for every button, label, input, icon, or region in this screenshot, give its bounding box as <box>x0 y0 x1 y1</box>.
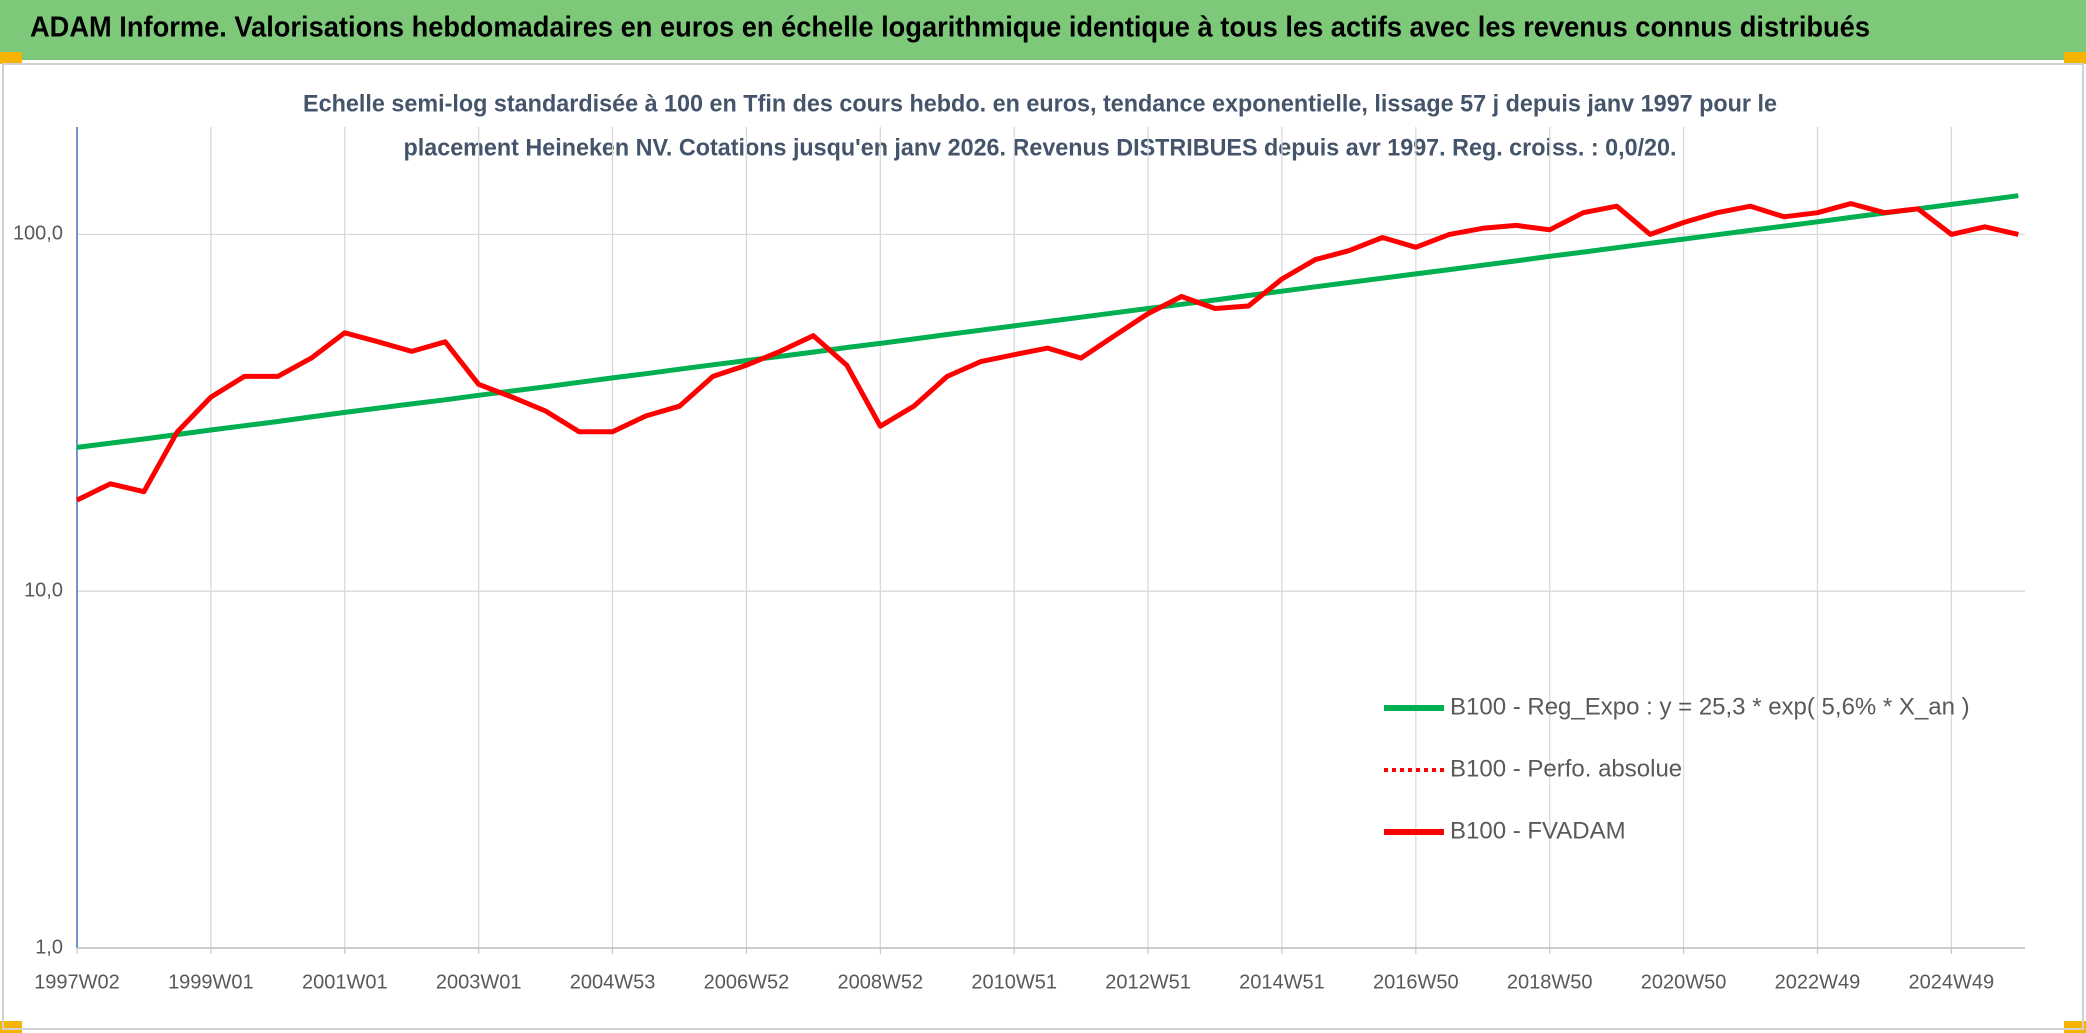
x-tick-label: 2004W53 <box>570 971 656 993</box>
x-tick-label: 2006W52 <box>704 971 790 993</box>
y-tick-label: 100,0 <box>13 223 63 245</box>
x-tick-label: 2012W51 <box>1105 971 1191 993</box>
x-tick-label: 1999W01 <box>168 971 254 993</box>
plot-frame <box>2 63 2084 1030</box>
chart-title: ADAM Informe. Valorisations hebdomadaire… <box>30 12 1870 44</box>
x-tick-label: 2020W50 <box>1641 971 1727 993</box>
x-tick-label: 2022W49 <box>1775 971 1861 993</box>
y-tick-label: 1,0 <box>35 936 63 958</box>
series-line <box>75 201 2019 503</box>
series-line <box>76 193 2019 450</box>
x-tick-label: 2003W01 <box>436 971 522 993</box>
subtitle: Echelle semi-log standardisée à 100 en T… <box>303 90 1777 117</box>
x-tick-label: 2010W51 <box>971 971 1057 993</box>
x-tick-label: 2001W01 <box>302 971 388 993</box>
x-tick-label: 2008W52 <box>837 971 923 993</box>
x-tick-label: 2018W50 <box>1507 971 1593 993</box>
subtitle: placement Heineken NV. Cotations jusqu'e… <box>404 134 1677 161</box>
x-tick-label: 2016W50 <box>1373 971 1459 993</box>
legend-label: B100 - Perfo. absolue <box>1450 755 1682 782</box>
y-tick-label: 10,0 <box>24 579 63 601</box>
legend-label: B100 - Reg_Expo : y = 25,3 * exp( 5,6% *… <box>1450 693 1970 720</box>
corner <box>2064 52 2086 64</box>
header-bar <box>0 0 2086 60</box>
x-tick-label: 2024W49 <box>1909 971 1995 993</box>
x-tick-label: 1997W02 <box>34 971 120 993</box>
legend-label: B100 - FVADAM <box>1450 817 1626 844</box>
x-tick-label: 2014W51 <box>1239 971 1325 993</box>
corner <box>0 52 22 64</box>
